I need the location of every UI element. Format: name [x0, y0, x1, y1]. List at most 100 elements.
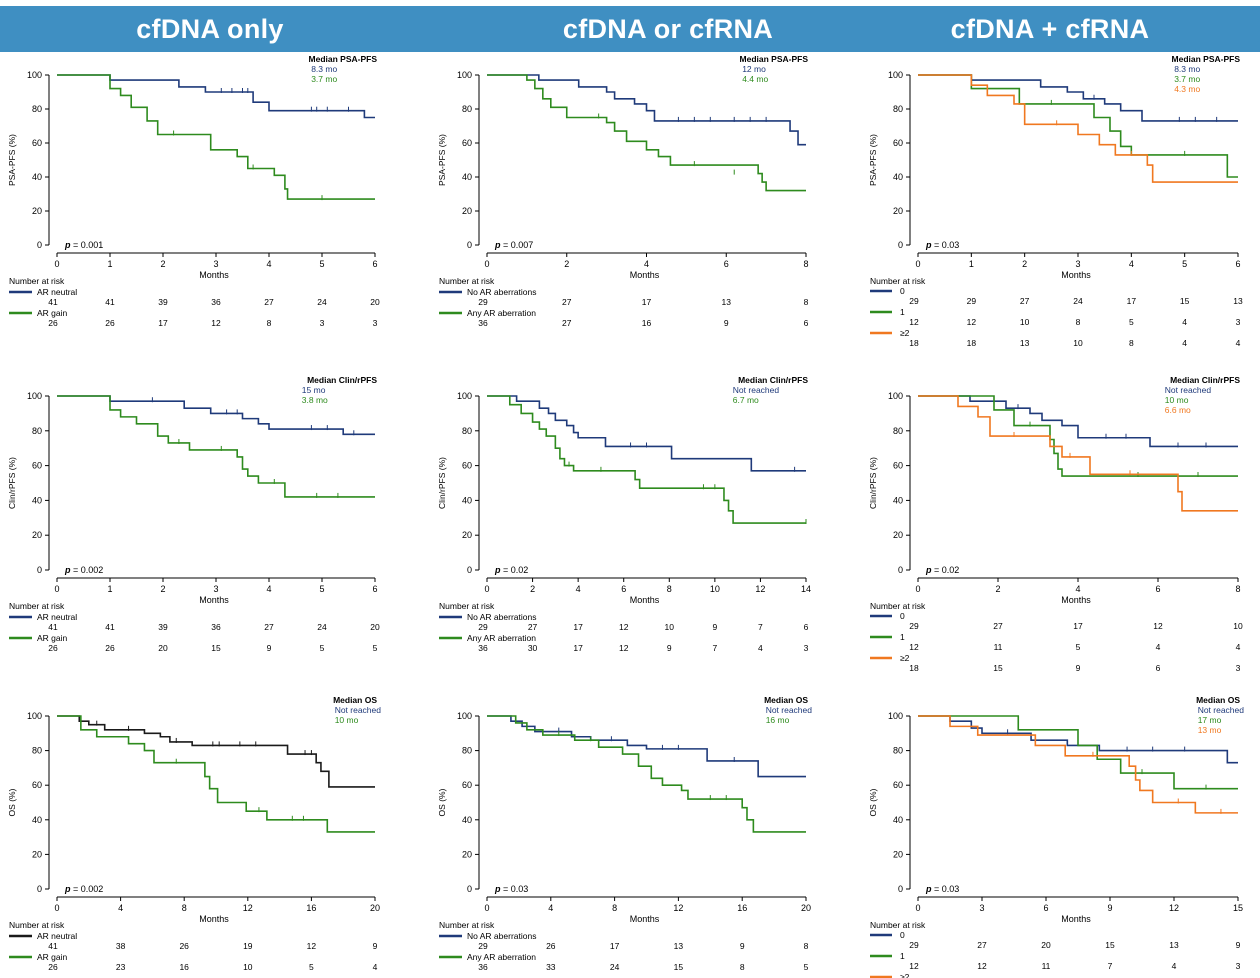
y-tick-label: 0 [898, 240, 903, 250]
risk-count: 27 [264, 622, 274, 632]
risk-count: 27 [1020, 296, 1030, 306]
risk-table-title: Number at risk [9, 601, 65, 611]
risk-row-name-1: 0 [900, 930, 905, 940]
legend-title: Median Clin/rPFS [307, 375, 377, 385]
legend-median-1: 8.3 mo [311, 64, 337, 74]
x-tick-label: 3 [1075, 259, 1080, 269]
legend-median-2: 3.8 mo [302, 395, 328, 405]
risk-count: 8 [1129, 338, 1134, 348]
risk-row-name-2: Any AR aberration [467, 633, 536, 643]
risk-count: 38 [116, 941, 126, 951]
x-tick-label: 3 [213, 259, 218, 269]
risk-count: 4 [373, 962, 378, 972]
risk-count: 8 [1076, 317, 1081, 327]
x-tick-label: 6 [724, 259, 729, 269]
legend-median-1: 15 mo [302, 385, 326, 395]
x-tick-label: 20 [801, 903, 811, 913]
risk-row-name-1: AR neutral [37, 287, 77, 297]
risk-count: 6 [804, 622, 809, 632]
y-axis-label: PSA-PFS (%) [437, 134, 447, 186]
risk-count: 12 [1153, 621, 1163, 631]
x-axis-label: Months [630, 914, 660, 924]
risk-count: 20 [158, 643, 168, 653]
risk-count: 8 [804, 941, 809, 951]
p-value-label: p = 0.02 [494, 565, 528, 575]
x-tick-label: 2 [995, 584, 1000, 594]
risk-count: 12 [909, 317, 919, 327]
y-tick-label: 0 [37, 565, 42, 575]
risk-count: 17 [610, 941, 620, 951]
risk-count: 13 [674, 941, 684, 951]
risk-count: 6 [804, 318, 809, 328]
x-axis-label: Months [1061, 595, 1091, 605]
x-tick-label: 8 [612, 903, 617, 913]
y-tick-label: 60 [893, 780, 903, 790]
risk-count: 9 [724, 318, 729, 328]
km-curve-1 [487, 395, 806, 472]
risk-count: 15 [1105, 940, 1115, 950]
legend-median-2: 16 mo [766, 715, 790, 725]
risk-count: 8 [740, 962, 745, 972]
risk-count: 12 [619, 622, 629, 632]
x-tick-label: 16 [737, 903, 747, 913]
x-tick-label: 1 [107, 259, 112, 269]
x-tick-label: 12 [1169, 903, 1179, 913]
y-tick-label: 80 [893, 104, 903, 114]
risk-count: 10 [243, 962, 253, 972]
x-tick-label: 2 [160, 259, 165, 269]
x-tick-label: 6 [372, 259, 377, 269]
risk-count: 20 [1041, 940, 1051, 950]
y-tick-label: 100 [27, 391, 42, 401]
risk-table-title: Number at risk [870, 276, 926, 286]
legend-median-1: 8.3 mo [1174, 64, 1200, 74]
x-tick-label: 3 [979, 903, 984, 913]
y-tick-label: 20 [893, 530, 903, 540]
risk-table-title: Number at risk [439, 920, 495, 930]
x-tick-label: 12 [243, 903, 253, 913]
risk-count: 9 [1076, 663, 1081, 673]
risk-count: 27 [562, 297, 572, 307]
km-chart-2: 0 20 40 60 80 100 PSA-PFS (%) 0 2 4 6 8 Months p = 0.… [437, 54, 809, 328]
km-chart-5: 0 20 40 60 80 100 Clin/rPFS (%) 0 2 4 6 8 10 12 14 Mont… [437, 375, 811, 653]
x-tick-label: 4 [1129, 259, 1134, 269]
risk-count: 26 [105, 318, 115, 328]
y-tick-label: 0 [467, 565, 472, 575]
y-tick-label: 40 [462, 815, 472, 825]
risk-count: 29 [909, 296, 919, 306]
x-tick-label: 2 [160, 584, 165, 594]
x-tick-label: 4 [548, 903, 553, 913]
y-tick-label: 100 [27, 711, 42, 721]
risk-count: 9 [373, 941, 378, 951]
risk-count: 7 [1108, 961, 1113, 971]
y-tick-label: 40 [893, 172, 903, 182]
y-tick-label: 100 [888, 391, 903, 401]
km-curve-1 [918, 715, 1238, 764]
y-tick-label: 80 [32, 426, 42, 436]
p-value-label: p = 0.03 [925, 240, 959, 250]
x-axis-label: Months [199, 914, 229, 924]
legend-median-3: 4.3 mo [1174, 84, 1200, 94]
risk-count: 27 [993, 621, 1003, 631]
y-tick-label: 100 [457, 391, 472, 401]
risk-count: 4 [758, 643, 763, 653]
risk-row-name-2: Any AR aberration [467, 308, 536, 318]
y-tick-label: 40 [32, 495, 42, 505]
legend-title: Median OS [764, 695, 808, 705]
x-tick-label: 0 [484, 259, 489, 269]
risk-count: 3 [1236, 663, 1241, 673]
km-curve-2 [57, 715, 375, 833]
x-tick-label: 5 [319, 259, 324, 269]
p-value-label: p = 0.03 [494, 884, 528, 894]
risk-count: 26 [546, 941, 556, 951]
risk-count: 12 [211, 318, 221, 328]
risk-count: 27 [264, 297, 274, 307]
y-tick-label: 80 [462, 746, 472, 756]
risk-row-name-1: No AR aberrations [467, 612, 536, 622]
risk-count: 26 [48, 962, 58, 972]
risk-count: 17 [573, 622, 583, 632]
y-tick-label: 0 [898, 884, 903, 894]
risk-row-name-2: Any AR aberration [467, 952, 536, 962]
risk-count: 27 [562, 318, 572, 328]
